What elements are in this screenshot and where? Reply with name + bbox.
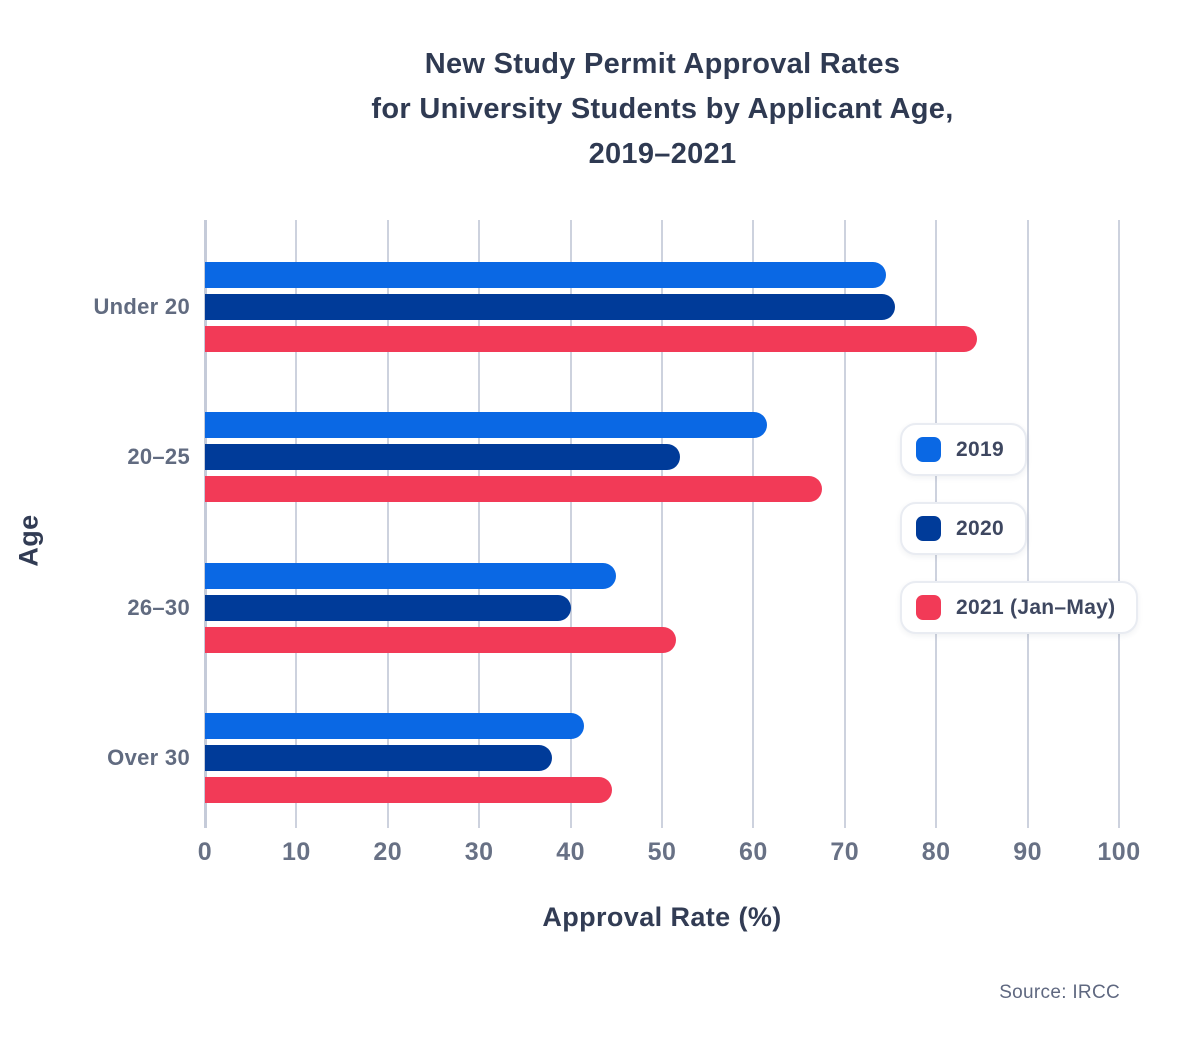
legend-label-2020: 2020: [956, 516, 1004, 540]
legend-swatch-2019: [916, 437, 941, 462]
bar-over-30-2019: [205, 713, 585, 739]
x-tick-label-70: 70: [830, 838, 860, 866]
x-tick-label-50: 50: [647, 838, 677, 866]
bar-under-20-2020: [205, 294, 896, 320]
bar-20-25-2019: [205, 412, 768, 438]
gridline-10: [295, 220, 298, 828]
bar-under-20-2021: [205, 326, 978, 352]
x-axis-ticks: 0 10 20 30 40 50 60 70 80 90 100: [198, 838, 1140, 870]
chart-title: New Study Permit Approval Rates for Univ…: [125, 42, 1200, 177]
gridline-50: [661, 220, 663, 828]
legend: 2019 2020 2021 (Jan–May): [900, 423, 1139, 634]
legend-label-2019: 2019: [956, 437, 1004, 461]
legend-swatch-2020: [916, 516, 941, 541]
gridline-60: [752, 220, 755, 828]
gridline-20: [386, 220, 389, 828]
bar-20-25-2021: [205, 476, 822, 502]
bar-under-20-2019: [205, 262, 886, 288]
chart-title-line-1: New Study Permit Approval Rates: [424, 48, 901, 80]
x-tick-label-80: 80: [921, 838, 951, 866]
x-tick-label-20: 20: [373, 838, 403, 866]
x-tick-label-10: 10: [281, 838, 311, 866]
legend-item-2019: 2019: [900, 423, 1027, 476]
gridline-30: [478, 220, 481, 828]
bar-26-30-2021: [205, 627, 676, 653]
x-tick-label-30: 30: [464, 838, 494, 866]
x-tick-label-60: 60: [738, 838, 768, 866]
plot-area: [204, 220, 1120, 828]
legend-label-2021: 2021 (Jan–May): [956, 595, 1116, 619]
category-label-over-30: Over 30: [107, 745, 190, 770]
gridline-100: [1118, 220, 1120, 828]
x-tick-label-90: 90: [1013, 838, 1042, 866]
chart-title-line-3: 2019–2021: [588, 138, 737, 170]
gridline-70: [843, 220, 846, 828]
bar-over-30-2021: [205, 777, 612, 803]
category-label-20-25: 20–25: [127, 444, 190, 469]
legend-swatch-2021: [916, 595, 941, 620]
legend-item-2020: 2020: [900, 502, 1027, 555]
gridline-90: [1026, 220, 1029, 828]
legend-item-2021: 2021 (Jan–May): [900, 581, 1139, 634]
x-tick-label-100: 100: [1097, 838, 1141, 866]
x-axis-title: Approval Rate (%): [542, 902, 782, 932]
bar-26-30-2019: [205, 563, 617, 589]
category-labels: Under 20 20–25 26–30 Over 30: [0, 220, 190, 828]
category-label-26-30: 26–30: [127, 595, 190, 620]
gridline-40: [569, 220, 572, 828]
category-label-under-20: Under 20: [93, 294, 190, 319]
source-credit: Source: IRCC: [999, 982, 1120, 1003]
x-tick-label-40: 40: [556, 838, 585, 866]
bar-26-30-2020: [205, 595, 571, 621]
x-tick-label-0: 0: [197, 838, 213, 866]
bar-20-25-2020: [205, 444, 681, 470]
bar-over-30-2020: [205, 745, 553, 771]
y-axis-line: [204, 220, 207, 828]
chart-title-line-2: for University Students by Applicant Age…: [371, 93, 954, 125]
